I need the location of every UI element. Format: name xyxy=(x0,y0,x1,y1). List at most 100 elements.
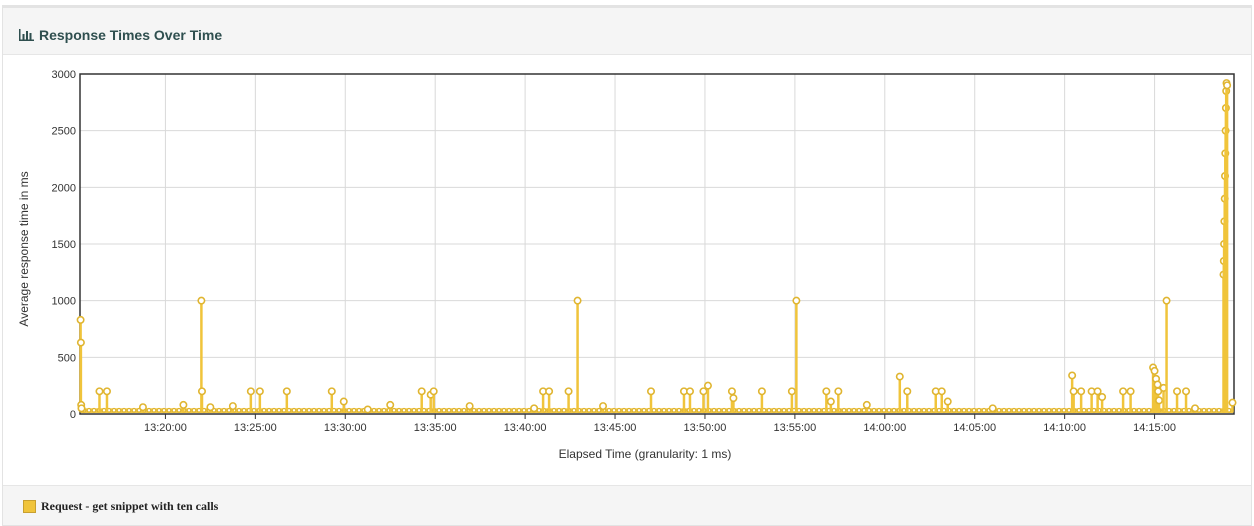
series-point xyxy=(429,387,438,396)
series-baseline-point xyxy=(161,407,167,413)
series-baseline-point xyxy=(1106,407,1112,413)
series-point xyxy=(138,403,147,412)
series-point xyxy=(1069,387,1078,396)
series-baseline-point xyxy=(881,407,887,413)
series-point xyxy=(573,296,582,305)
series-baseline-point xyxy=(1016,407,1022,413)
series-baseline-point xyxy=(1081,407,1087,413)
series-baseline-point xyxy=(856,407,862,413)
series-baseline-point xyxy=(711,407,717,413)
series-point xyxy=(76,338,85,347)
series-baseline-point xyxy=(841,407,847,413)
x-tick-label: 13:40:00 xyxy=(504,422,547,434)
series-baseline-point xyxy=(436,407,442,413)
series-baseline-point xyxy=(311,407,317,413)
series-baseline-point xyxy=(491,407,497,413)
series-point xyxy=(77,404,86,413)
series-baseline-point xyxy=(811,407,817,413)
response-times-panel: Response Times Over Time 0 500 1000 1500 200… xyxy=(2,5,1252,526)
series-baseline-point xyxy=(281,407,287,413)
series-baseline-point xyxy=(1066,407,1072,413)
series-baseline-point xyxy=(376,407,382,413)
series-baseline-point xyxy=(251,407,257,413)
series-baseline-point xyxy=(401,407,407,413)
series-baseline-point xyxy=(921,407,927,413)
series-baseline-point xyxy=(726,407,732,413)
legend-swatch[interactable] xyxy=(23,500,36,513)
series-baseline-point xyxy=(146,407,152,413)
series-point xyxy=(862,400,871,409)
series-baseline-point xyxy=(901,407,907,413)
bar-chart-icon xyxy=(19,29,34,41)
series-baseline-point xyxy=(696,407,702,413)
series-baseline-point xyxy=(416,407,422,413)
series-point xyxy=(197,296,206,305)
series-baseline-point xyxy=(171,407,177,413)
series-baseline-point xyxy=(596,407,602,413)
legend-label[interactable]: Request - get snippet with ten calls xyxy=(41,499,219,513)
series-baseline-point xyxy=(441,407,447,413)
x-tick-label: 13:50:00 xyxy=(684,422,727,434)
plot-frame xyxy=(79,73,1235,415)
series-baseline-point xyxy=(1116,407,1122,413)
series-point xyxy=(255,387,264,396)
series-baseline-point xyxy=(776,407,782,413)
response-time-chart: 0 500 1000 1500 2000 2500 3000 13:20:00 13:25:00… xyxy=(17,69,1237,461)
series-baseline-point xyxy=(586,407,592,413)
series-point xyxy=(903,387,912,396)
series-point xyxy=(822,387,831,396)
series-baseline-point xyxy=(1141,407,1147,413)
series-baseline-point xyxy=(621,407,627,413)
series-baseline-point xyxy=(301,407,307,413)
series-baseline-point xyxy=(911,407,917,413)
series-baseline-point xyxy=(411,407,417,413)
series-baseline-point xyxy=(801,407,807,413)
series-baseline-point xyxy=(926,407,932,413)
series-baseline-point xyxy=(86,407,92,413)
series-baseline-point xyxy=(781,407,787,413)
series-point xyxy=(1155,396,1164,405)
series-baseline-point xyxy=(651,407,657,413)
series-point xyxy=(564,387,573,396)
series-point xyxy=(1228,398,1237,407)
series-baseline-point xyxy=(846,407,852,413)
series-baseline-point xyxy=(346,407,352,413)
x-tick-label: 13:20:00 xyxy=(144,422,187,434)
series-baseline-point xyxy=(1146,407,1152,413)
series-baseline-point xyxy=(736,407,742,413)
series-point xyxy=(937,387,946,396)
series-baseline-point xyxy=(581,407,587,413)
x-tick-label: 14:05:00 xyxy=(953,422,996,434)
series-baseline-point xyxy=(1136,407,1142,413)
series-baseline-point xyxy=(336,407,342,413)
series-point xyxy=(363,405,372,414)
x-tick-label: 13:45:00 xyxy=(594,422,637,434)
series-baseline-point xyxy=(1011,407,1017,413)
series-baseline-point xyxy=(1021,407,1027,413)
series-baseline-point xyxy=(996,407,1002,413)
series-baseline-point xyxy=(1026,407,1032,413)
series-baseline-point xyxy=(766,407,772,413)
series-baseline-point xyxy=(611,407,617,413)
y-tick-label: 1500 xyxy=(52,239,76,251)
series-baseline-point xyxy=(1216,407,1222,413)
series-baseline-point xyxy=(1211,407,1217,413)
series-baseline-point xyxy=(216,407,222,413)
series-point xyxy=(1223,81,1232,90)
series-point xyxy=(787,387,796,396)
series-baseline-point xyxy=(496,407,502,413)
series-baseline-point xyxy=(406,407,412,413)
y-axis-label: Average response time in ms xyxy=(17,171,31,326)
series-baseline-point xyxy=(631,407,637,413)
series-baseline-point xyxy=(511,407,517,413)
series-baseline-point xyxy=(1206,407,1212,413)
series-point xyxy=(530,404,539,413)
series-point xyxy=(102,387,111,396)
series-baseline-point xyxy=(626,407,632,413)
series-baseline-point xyxy=(131,407,137,413)
series-baseline-point xyxy=(886,407,892,413)
series-baseline-point xyxy=(606,407,612,413)
series-point xyxy=(703,381,712,390)
series-point xyxy=(246,387,255,396)
series-baseline-point xyxy=(741,407,747,413)
